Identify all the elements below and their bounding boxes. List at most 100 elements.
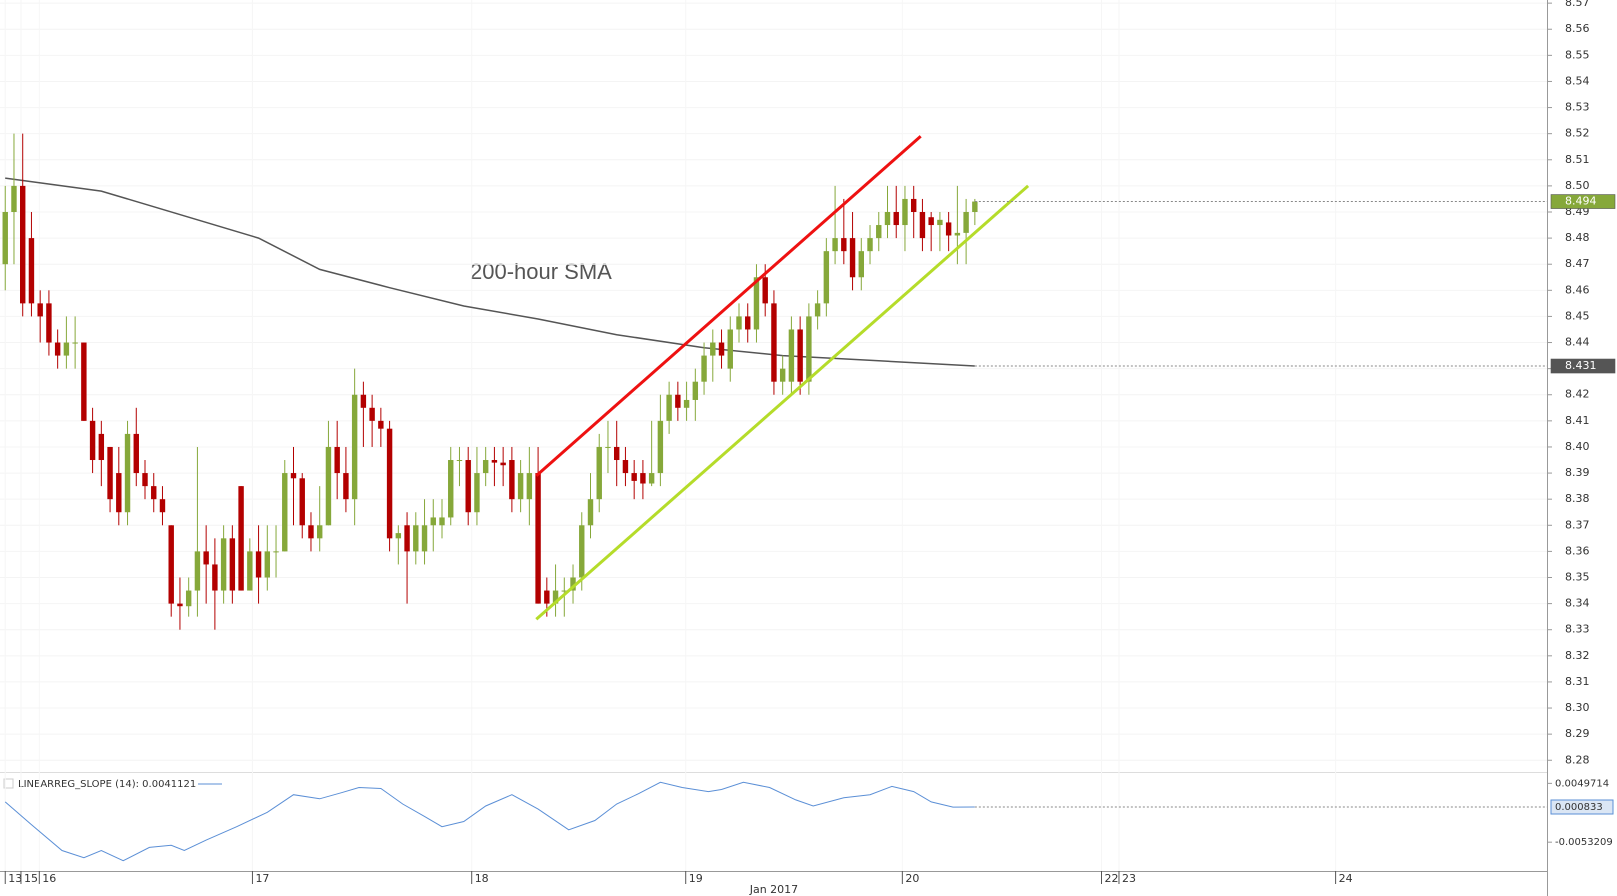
candle-body <box>386 428 393 539</box>
candle-body <box>736 316 742 330</box>
y-tick-label: 8.52 <box>1565 127 1590 140</box>
candle-body <box>727 329 733 369</box>
x-tick-label: 23 <box>1122 872 1136 885</box>
y-tick-label: 8.41 <box>1565 414 1590 427</box>
candle-body <box>972 201 978 212</box>
candle-body <box>343 473 349 500</box>
candle-body <box>54 342 61 356</box>
candle-body <box>194 551 201 591</box>
y-tick-label: -0.0053209 <box>1555 837 1613 848</box>
candle-body <box>439 517 445 526</box>
candle-body <box>509 460 515 500</box>
candle-body <box>159 499 166 513</box>
y-tick-label: 8.37 <box>1565 518 1590 531</box>
candle-body <box>465 460 471 513</box>
last-value-box <box>1550 799 1614 815</box>
y-tick-label: 8.55 <box>1565 48 1590 61</box>
candle-body <box>876 225 882 239</box>
candle-body <box>631 473 637 481</box>
x-tick-label: 13 <box>8 872 22 885</box>
x-tick-label: 18 <box>475 872 489 885</box>
y-tick-label: 8.36 <box>1565 544 1590 557</box>
y-tick-label: 8.54 <box>1565 74 1590 87</box>
candle-body <box>640 473 646 484</box>
candle-body <box>63 342 70 356</box>
candle-body <box>779 368 786 382</box>
x-tick-label: 24 <box>1339 872 1353 885</box>
last-value-box <box>1550 358 1616 374</box>
candle-body <box>544 590 550 604</box>
candle-body <box>124 433 131 513</box>
candle-body <box>299 478 305 526</box>
x-tick-label: 15 <box>24 872 38 885</box>
candle-body <box>203 551 209 565</box>
candle-body <box>334 446 340 474</box>
candle-body <box>622 460 629 474</box>
candle-body <box>893 211 899 226</box>
last-value-label: 8.431 <box>1565 359 1597 372</box>
candle-body <box>430 517 436 526</box>
y-tick-label: 8.45 <box>1565 309 1590 322</box>
candle-body <box>570 577 576 591</box>
candle-body <box>360 394 367 408</box>
candle-body <box>220 538 227 591</box>
candle-body <box>273 551 279 553</box>
candle-body <box>596 446 602 500</box>
candle-body <box>849 238 856 278</box>
candle-body <box>413 525 419 552</box>
candle-body <box>229 538 236 591</box>
candle-body <box>753 277 760 330</box>
candle-body <box>369 407 375 421</box>
y-tick-label: 8.29 <box>1565 727 1590 740</box>
candle-body <box>2 211 8 265</box>
candle-body <box>797 329 803 382</box>
candle-body <box>771 303 777 382</box>
candle-body <box>858 251 864 278</box>
candle-body <box>561 590 568 592</box>
candle-body <box>421 525 428 552</box>
candle-body <box>316 525 323 539</box>
candle-body <box>823 251 830 304</box>
candle-body <box>657 420 664 474</box>
x-sublabel: Jan 2017 <box>749 883 798 896</box>
y-tick-label: 8.33 <box>1565 623 1590 636</box>
candle-body <box>745 316 751 330</box>
trend-line <box>535 184 1030 621</box>
y-tick-label: 8.30 <box>1565 701 1590 714</box>
candle-body <box>841 238 847 252</box>
candle-body <box>168 525 174 604</box>
candle-body <box>404 525 410 552</box>
candle-body <box>395 533 402 539</box>
candle-body <box>937 219 943 226</box>
candle-body <box>107 446 113 500</box>
y-tick-label: 8.38 <box>1565 492 1590 505</box>
y-tick-label: 8.35 <box>1565 570 1590 583</box>
y-tick-label: 8.28 <box>1565 753 1590 766</box>
x-tick-label: 20 <box>905 872 919 885</box>
candle-body <box>517 473 524 500</box>
y-tick-label: 8.44 <box>1565 336 1590 349</box>
candle-body <box>185 590 192 607</box>
candle-body <box>89 420 96 461</box>
candle-body <box>456 460 463 462</box>
candle-body <box>832 238 838 252</box>
last-value-label: 0.000833 <box>1555 802 1603 813</box>
y-tick-label: 8.48 <box>1565 231 1590 244</box>
candle-body <box>954 232 961 236</box>
y-tick-label: 8.53 <box>1565 101 1590 114</box>
candle-body <box>255 551 262 578</box>
candle-body <box>238 486 244 591</box>
candle-body <box>37 303 43 317</box>
indicator-line <box>4 781 975 862</box>
candle-body <box>212 564 218 591</box>
candle-body <box>788 329 795 382</box>
x-tick-label: 22 <box>1105 872 1119 885</box>
candle-body <box>290 473 297 479</box>
candle-body <box>308 525 314 539</box>
y-tick-label: 8.46 <box>1565 283 1590 296</box>
candle-body <box>247 551 253 591</box>
candle-body <box>46 303 52 343</box>
y-tick-label: 8.56 <box>1565 22 1590 35</box>
